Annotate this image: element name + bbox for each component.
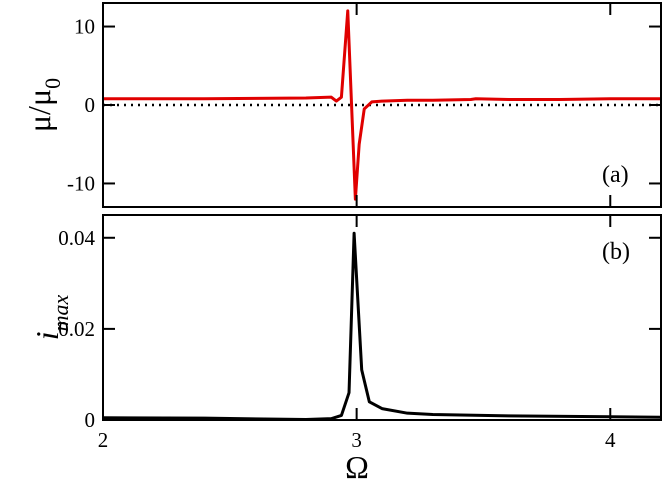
panel-label: (a) — [602, 162, 629, 188]
x-tick-label: 2 — [98, 428, 109, 452]
y-axis-label: imax — [29, 294, 73, 340]
y-axis-label-main: μ/μ — [21, 89, 57, 132]
y-axis-label-sub: 0 — [40, 78, 65, 89]
y-tick-label: 0 — [85, 93, 96, 117]
y-tick-label: 10 — [74, 15, 95, 39]
data-line — [103, 9, 661, 201]
y-tick-label: -10 — [67, 171, 95, 195]
data-line — [102, 231, 662, 422]
y-axis-label: μ/μ0 — [21, 78, 65, 132]
panel-label: (b) — [602, 239, 630, 265]
y-tick-label: 0.04 — [58, 226, 95, 250]
x-tick-label: 4 — [605, 428, 616, 452]
y-axis-label-sub: max — [48, 294, 73, 331]
plot-frame — [102, 214, 662, 421]
x-tick-label: 3 — [351, 428, 362, 452]
plot-frame — [102, 2, 662, 208]
x-axis-label: Ω — [345, 449, 369, 484]
y-axis-label-main: i — [29, 331, 65, 340]
y-tick-label: 0 — [85, 408, 96, 432]
y-tick-label: 0.02 — [58, 317, 95, 341]
